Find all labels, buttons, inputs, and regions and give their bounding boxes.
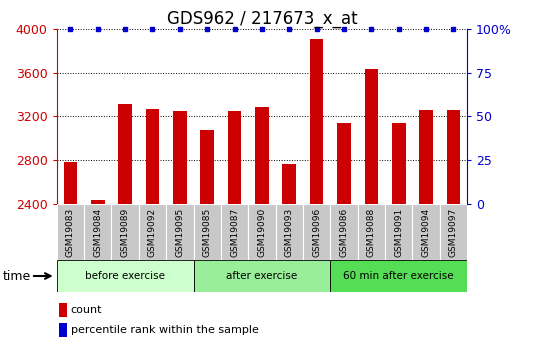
Text: GSM19094: GSM19094: [422, 208, 430, 257]
Bar: [146, 109, 159, 204]
Bar: [139, 204, 166, 260]
Bar: [357, 204, 385, 260]
Bar: [303, 204, 330, 260]
Bar: [310, 39, 323, 204]
Text: GSM19097: GSM19097: [449, 208, 458, 257]
Text: before exercise: before exercise: [85, 271, 165, 281]
Bar: [364, 69, 378, 204]
Text: GSM19096: GSM19096: [312, 208, 321, 257]
Bar: [111, 204, 139, 260]
Bar: [337, 123, 351, 204]
Bar: [64, 162, 77, 204]
Bar: [84, 204, 111, 260]
Text: GSM19095: GSM19095: [176, 208, 184, 257]
Text: GSM19091: GSM19091: [394, 208, 403, 257]
Bar: [59, 323, 67, 337]
Bar: [200, 129, 214, 204]
Bar: [440, 204, 467, 260]
Bar: [419, 110, 433, 204]
Bar: [221, 204, 248, 260]
Bar: [255, 107, 269, 204]
Text: GSM19083: GSM19083: [66, 208, 75, 257]
Text: GSM19092: GSM19092: [148, 208, 157, 257]
Bar: [173, 111, 187, 204]
Text: GSM19093: GSM19093: [285, 208, 294, 257]
Text: percentile rank within the sample: percentile rank within the sample: [71, 325, 259, 335]
Bar: [275, 204, 303, 260]
Bar: [57, 204, 84, 260]
Bar: [228, 111, 241, 204]
Text: GSM19084: GSM19084: [93, 208, 102, 257]
Bar: [330, 260, 467, 292]
Text: GSM19086: GSM19086: [340, 208, 348, 257]
Text: 60 min after exercise: 60 min after exercise: [343, 271, 454, 281]
Text: GSM19089: GSM19089: [120, 208, 130, 257]
Bar: [118, 105, 132, 204]
Text: GSM19090: GSM19090: [258, 208, 266, 257]
Text: count: count: [71, 305, 102, 315]
Bar: [447, 110, 460, 204]
Bar: [330, 204, 357, 260]
Bar: [193, 260, 330, 292]
Bar: [57, 260, 193, 292]
Text: GSM19085: GSM19085: [202, 208, 212, 257]
Text: GSM19087: GSM19087: [230, 208, 239, 257]
Bar: [392, 123, 406, 204]
Bar: [166, 204, 193, 260]
Text: GSM19088: GSM19088: [367, 208, 376, 257]
Bar: [413, 204, 440, 260]
Bar: [282, 164, 296, 204]
Bar: [59, 303, 67, 317]
Text: time: time: [3, 269, 31, 283]
Bar: [248, 204, 275, 260]
Bar: [91, 200, 105, 204]
Text: GDS962 / 217673_x_at: GDS962 / 217673_x_at: [166, 10, 357, 28]
Bar: [385, 204, 413, 260]
Text: after exercise: after exercise: [226, 271, 298, 281]
Bar: [193, 204, 221, 260]
